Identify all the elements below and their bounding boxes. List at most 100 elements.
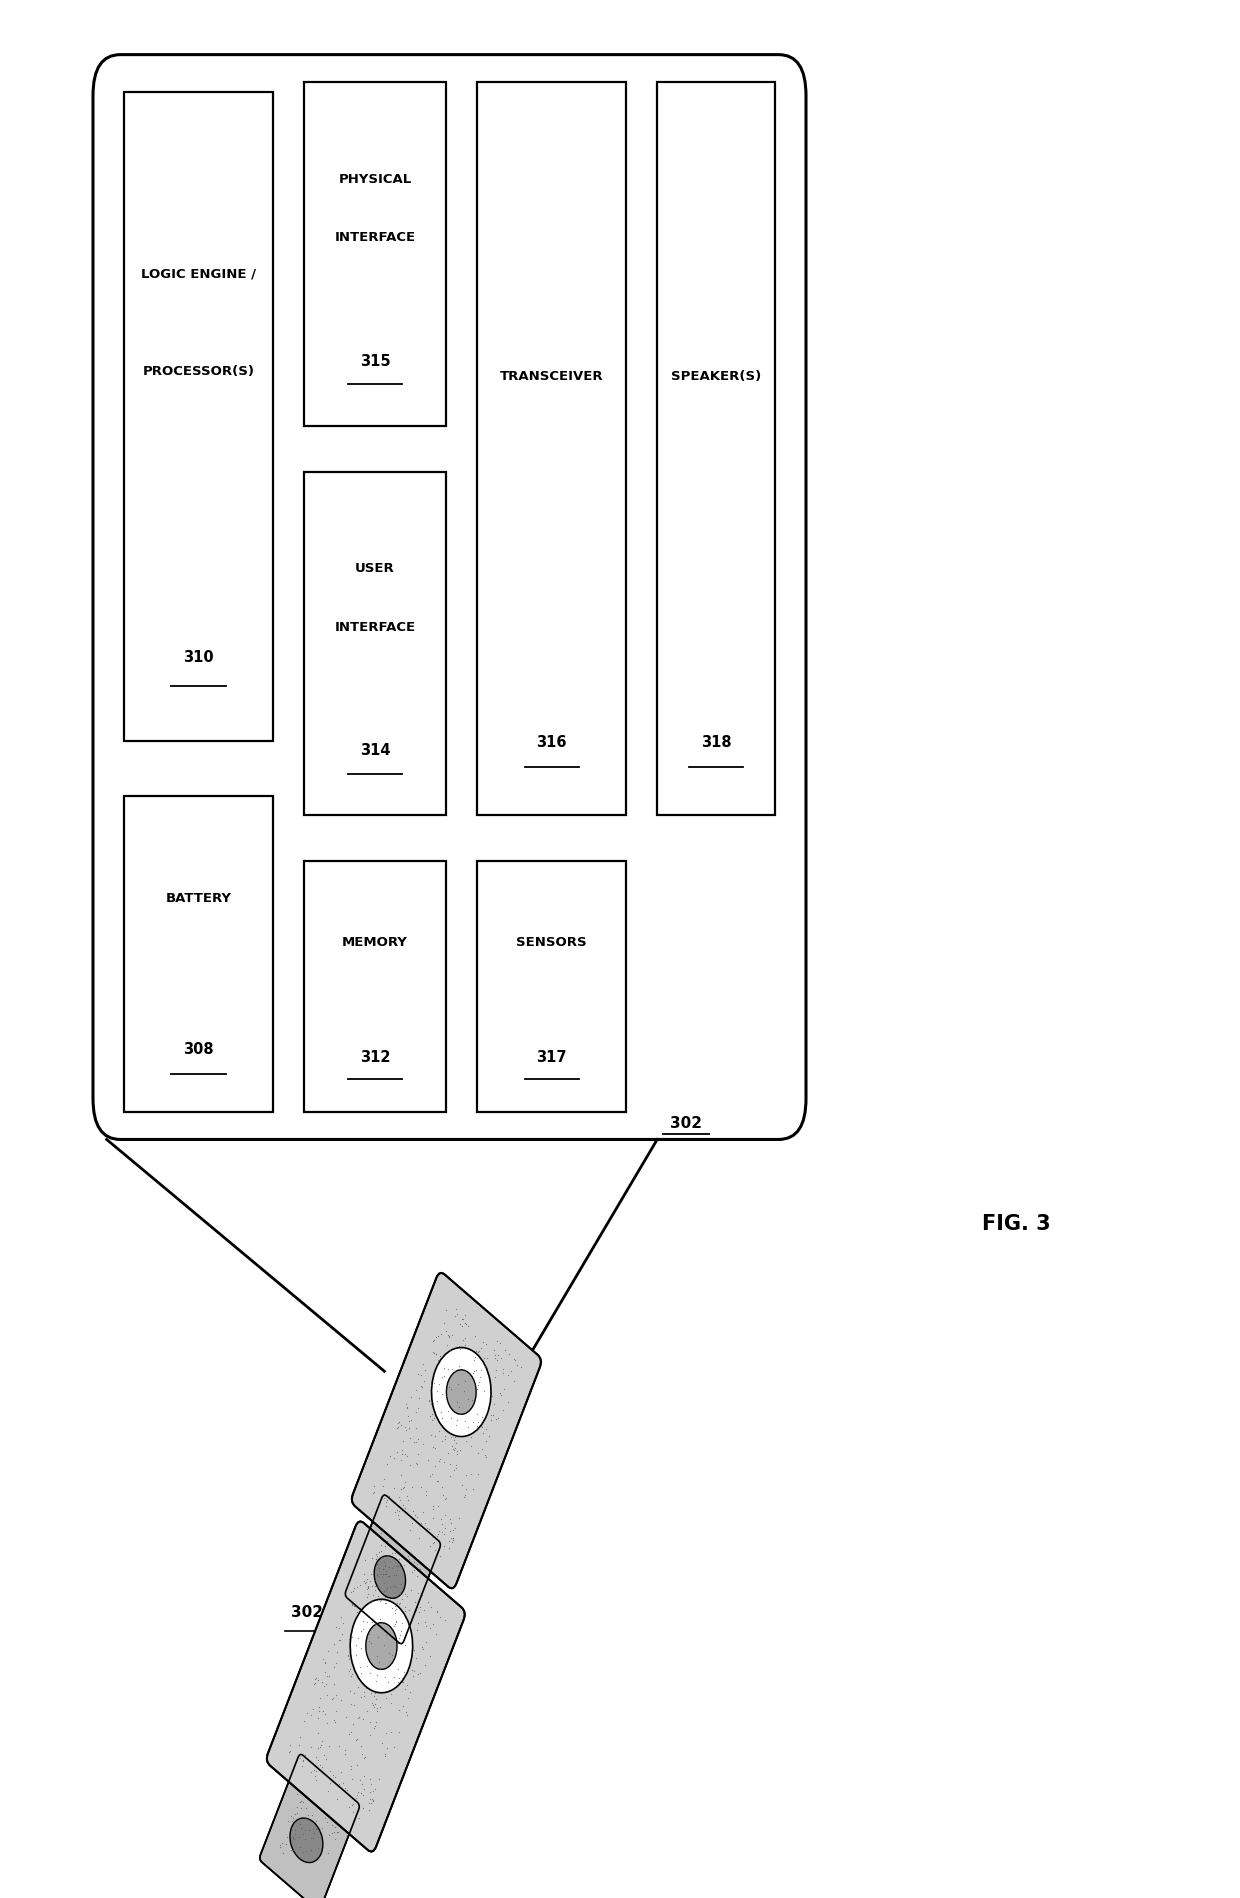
Point (393, 1387, 413, 1418)
Point (453, 1554, 472, 1585)
Point (384, 1630, 404, 1661)
Point (391, 1644, 410, 1674)
Point (470, 1386, 490, 1416)
Point (361, 1562, 381, 1592)
Text: 308: 308 (184, 1042, 213, 1057)
Point (471, 1368, 491, 1399)
Point (420, 1611, 440, 1642)
Point (377, 1642, 397, 1672)
Point (438, 1424, 458, 1454)
Point (455, 1501, 475, 1532)
Point (441, 1579, 461, 1610)
Point (415, 1473, 435, 1503)
Point (424, 1518, 444, 1549)
Point (418, 1412, 438, 1442)
Point (377, 1820, 397, 1851)
Point (419, 1572, 439, 1602)
Point (377, 1701, 397, 1731)
Point (449, 1610, 469, 1640)
Point (337, 1820, 357, 1851)
Text: INTERFACE: INTERFACE (335, 232, 415, 245)
Point (456, 1444, 476, 1475)
Point (384, 1769, 404, 1799)
Point (402, 1446, 422, 1477)
Point (376, 1733, 396, 1763)
Point (356, 1877, 376, 1898)
Point (374, 1761, 394, 1792)
Point (350, 1714, 370, 1744)
Bar (657, 84, 775, 816)
Point (438, 1596, 458, 1627)
Point (413, 1308, 433, 1338)
Point (469, 1490, 489, 1520)
Text: SPEAKER(S): SPEAKER(S) (671, 370, 761, 383)
Point (441, 1342, 461, 1372)
Point (389, 1697, 409, 1727)
Point (472, 1528, 492, 1558)
Point (343, 1864, 363, 1894)
Point (472, 1518, 492, 1549)
Point (408, 1520, 428, 1551)
Point (326, 1592, 346, 1623)
Point (425, 1528, 445, 1558)
Point (366, 1674, 386, 1704)
Point (458, 1477, 477, 1507)
Point (427, 1513, 446, 1543)
Point (454, 1427, 474, 1458)
Point (340, 1611, 360, 1642)
Point (409, 1384, 429, 1414)
Point (324, 1556, 343, 1587)
Point (336, 1826, 356, 1856)
Point (428, 1579, 448, 1610)
Point (461, 1528, 481, 1558)
Bar (304, 862, 446, 1112)
Point (334, 1564, 353, 1594)
Point (361, 1592, 381, 1623)
Point (335, 1623, 355, 1653)
Point (427, 1604, 446, 1634)
Point (386, 1572, 405, 1602)
Point (336, 1670, 356, 1701)
Point (324, 1613, 343, 1644)
Point (456, 1558, 476, 1589)
Point (412, 1403, 432, 1433)
Point (418, 1498, 438, 1528)
Point (341, 1623, 361, 1653)
Point (420, 1444, 440, 1475)
Point (412, 1403, 432, 1433)
Point (394, 1661, 414, 1691)
Point (319, 1731, 339, 1761)
Point (368, 1625, 388, 1655)
Point (445, 1372, 465, 1403)
Point (424, 1386, 444, 1416)
Point (407, 1332, 427, 1363)
Point (403, 1433, 423, 1463)
Point (445, 1553, 465, 1583)
Point (361, 1746, 381, 1777)
Point (320, 1663, 340, 1693)
Point (377, 1568, 397, 1598)
Point (438, 1418, 458, 1448)
Point (424, 1431, 444, 1461)
Point (361, 1837, 381, 1868)
Text: 310: 310 (184, 649, 213, 664)
Point (439, 1482, 459, 1513)
Point (342, 1761, 362, 1792)
Point (393, 1553, 413, 1583)
Point (341, 1881, 361, 1898)
Point (330, 1748, 350, 1778)
Point (459, 1327, 479, 1357)
Point (330, 1596, 350, 1627)
Point (440, 1570, 460, 1600)
Point (455, 1560, 475, 1591)
Point (343, 1687, 363, 1718)
Point (420, 1511, 440, 1541)
Point (373, 1651, 393, 1682)
Point (464, 1384, 484, 1414)
Point (347, 1877, 367, 1898)
Point (336, 1839, 356, 1870)
Point (315, 1632, 335, 1663)
Point (397, 1480, 417, 1511)
Point (334, 1845, 353, 1875)
Point (397, 1758, 417, 1788)
